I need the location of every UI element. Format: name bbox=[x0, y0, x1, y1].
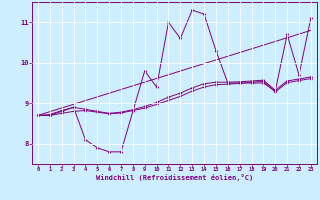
X-axis label: Windchill (Refroidissement éolien,°C): Windchill (Refroidissement éolien,°C) bbox=[96, 174, 253, 181]
